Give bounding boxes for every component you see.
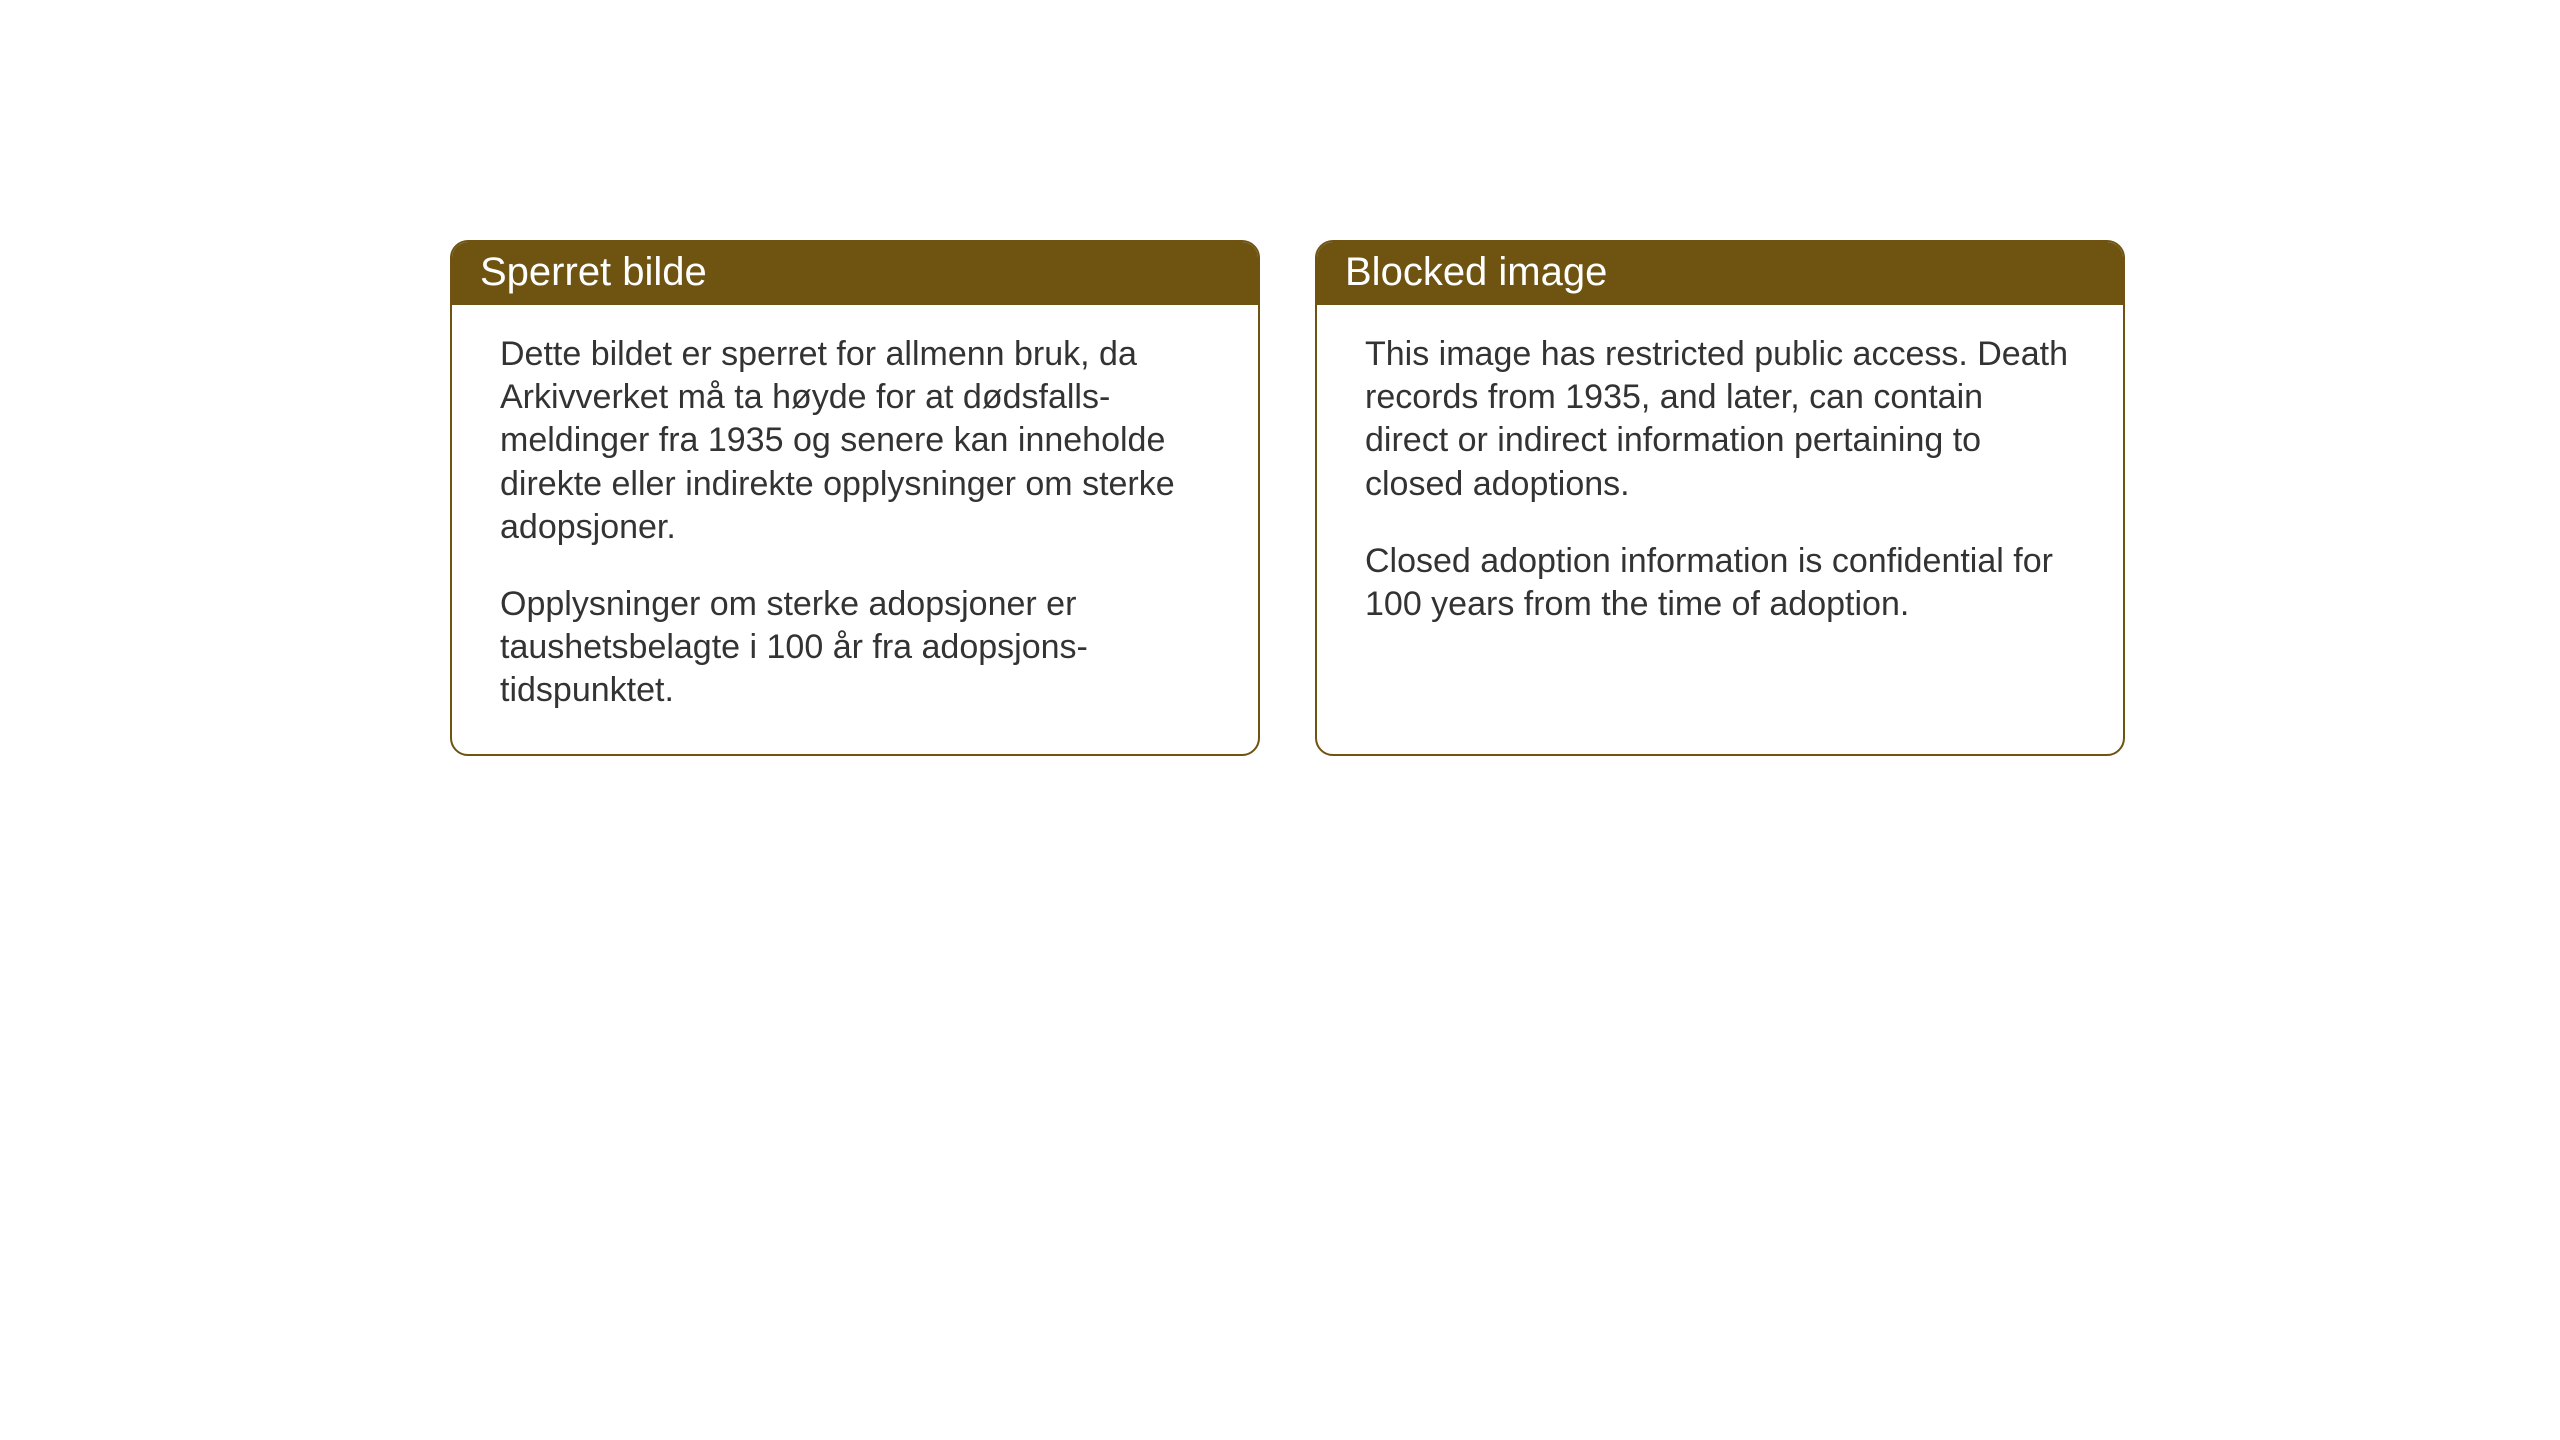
norwegian-card-title: Sperret bilde <box>480 250 707 294</box>
english-paragraph-2: Closed adoption information is confident… <box>1365 540 2075 626</box>
norwegian-paragraph-2: Opplysninger om sterke adopsjoner er tau… <box>500 583 1210 713</box>
norwegian-paragraph-1: Dette bildet er sperret for allmenn bruk… <box>500 333 1210 549</box>
norwegian-card-header: Sperret bilde <box>452 242 1258 305</box>
norwegian-card-body: Dette bildet er sperret for allmenn bruk… <box>452 305 1258 754</box>
english-notice-card: Blocked image This image has restricted … <box>1315 240 2125 756</box>
english-paragraph-1: This image has restricted public access.… <box>1365 333 2075 506</box>
english-card-body: This image has restricted public access.… <box>1317 305 2123 668</box>
norwegian-notice-card: Sperret bilde Dette bildet er sperret fo… <box>450 240 1260 756</box>
english-card-header: Blocked image <box>1317 242 2123 305</box>
notice-container: Sperret bilde Dette bildet er sperret fo… <box>450 240 2125 756</box>
english-card-title: Blocked image <box>1345 250 1607 294</box>
